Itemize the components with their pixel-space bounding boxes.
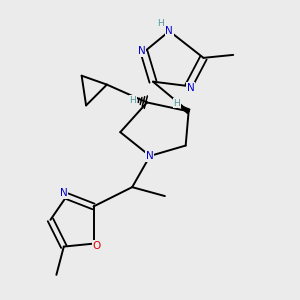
Text: N: N bbox=[165, 26, 173, 36]
Text: N: N bbox=[187, 82, 195, 93]
Text: N: N bbox=[138, 46, 146, 56]
Text: H: H bbox=[157, 19, 164, 28]
Text: H: H bbox=[173, 98, 180, 107]
Text: H: H bbox=[129, 96, 136, 105]
Text: N: N bbox=[146, 151, 154, 161]
Text: N: N bbox=[60, 188, 68, 198]
Polygon shape bbox=[178, 105, 190, 113]
Text: O: O bbox=[92, 241, 101, 251]
